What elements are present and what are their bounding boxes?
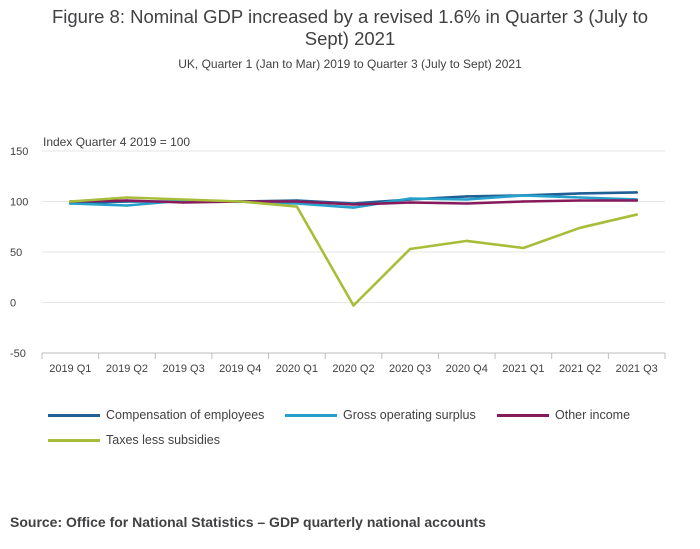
data-point [578,199,582,202]
x-axis: 2019 Q1 2019 Q2 2019 Q3 2019 Q4 2020 Q1 2020 … [41,352,666,375]
x-tick-label: 2019 Q4 [219,363,261,375]
data-point [352,203,355,206]
legend-item: Taxes less subsidies [48,433,220,447]
data-point [352,304,355,307]
chart-title: Figure 8: Nominal GDP increased by a rev… [51,6,649,49]
legend-item: Other income [497,408,630,422]
y-axis-ticks: 150 100 50 0 -50 [10,146,28,360]
legend-item: Compensation of employees [48,408,264,422]
data-point [182,201,185,204]
legend-label: Other income [555,408,631,422]
data-point [578,226,582,229]
data-point [522,200,525,203]
x-tick-label: 2021 Q1 [502,363,544,375]
chart-subtitle: UK, Quarter 1 (Jan to Mar) 2019 to Quart… [178,57,522,71]
data-point [295,205,299,208]
data-point [408,247,412,251]
data-point [69,200,72,203]
data-point [352,206,355,209]
data-point [239,200,242,203]
data-point [522,246,525,250]
data-point [635,199,638,202]
x-tick-label: 2019 Q3 [162,363,204,375]
data-point [408,197,412,200]
legend-swatch [497,413,549,417]
x-tick-label: 2019 Q2 [106,363,148,375]
x-tick-label: 2020 Q1 [276,363,318,375]
y-tick-label: 150 [10,146,28,158]
data-point [125,204,129,207]
data-point [295,200,299,203]
legend-item: Gross operating surplus [285,408,476,422]
x-tick-label: 2019 Q1 [49,363,91,375]
x-tick-label: 2021 Q2 [559,363,601,375]
source-note: Source: Office for National Statistics –… [10,514,486,530]
y-tick-label: 100 [10,197,28,209]
x-tick-label: 2020 Q2 [332,363,374,375]
data-point [182,198,185,201]
series-lines [69,191,639,307]
y-tick-label: -50 [10,348,26,360]
x-tick-label: 2020 Q4 [446,363,488,375]
data-point [465,202,468,205]
x-tick-label: 2021 Q3 [616,363,658,375]
data-point [465,239,468,243]
y-axis-label: Index Quarter 4 2019 = 100 [43,135,190,149]
data-point [408,201,412,204]
data-point [465,198,468,201]
legend-label: Gross operating surplus [343,408,476,422]
data-point [522,194,525,197]
legend-swatch [48,413,100,417]
data-point [125,199,129,202]
data-point [578,196,582,199]
legend-label: Taxes less subsidies [106,433,220,447]
y-tick-label: 0 [10,298,16,310]
data-point [125,196,129,199]
data-point [295,202,299,205]
x-tick-label: 2020 Q3 [389,363,431,375]
data-point [635,191,638,194]
legend-swatch [285,413,337,417]
data-point [69,202,72,205]
legend-label: Compensation of employees [106,408,265,422]
legend-swatch [48,438,100,442]
data-point [465,195,468,198]
gridlines [42,150,665,354]
y-tick-label: 50 [10,247,22,259]
data-point [635,213,638,216]
data-point [578,192,582,195]
